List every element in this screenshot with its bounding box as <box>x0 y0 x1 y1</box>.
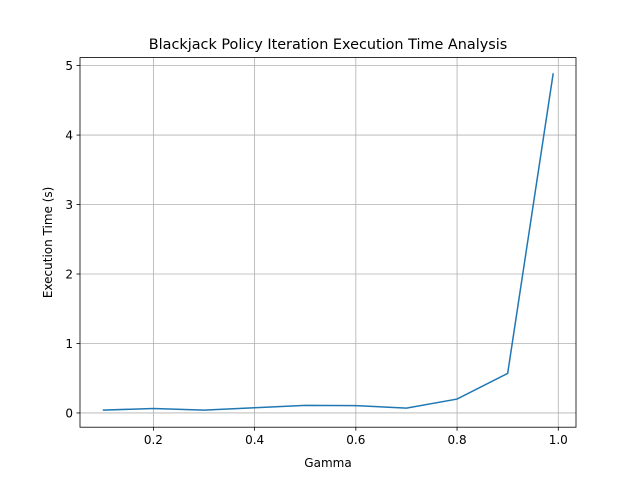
y-axis-label: Execution Time (s) <box>41 187 55 299</box>
grid <box>80 57 576 428</box>
x-tick-label: 0.4 <box>245 433 264 447</box>
x-axis-label: Gamma <box>304 456 351 470</box>
x-tick-label: 1.0 <box>549 433 568 447</box>
y-tick-label: 2 <box>65 267 73 281</box>
x-axis-ticks: 0.2 0.4 0.6 0.8 1.0 <box>144 427 568 447</box>
y-tick-label: 5 <box>65 59 73 73</box>
plot-frame <box>79 57 577 428</box>
series-line <box>102 73 554 411</box>
chart-title: Blackjack Policy Iteration Execution Tim… <box>149 37 507 53</box>
y-tick-label: 1 <box>65 337 73 351</box>
x-tick-label: 0.8 <box>448 433 467 447</box>
x-tick-label: 0.2 <box>144 433 163 447</box>
y-axis-ticks: 0 1 2 3 4 5 <box>65 59 80 420</box>
y-tick-label: 4 <box>65 128 73 142</box>
y-tick-label: 3 <box>65 198 73 212</box>
y-tick-label: 0 <box>65 406 73 420</box>
x-tick-label: 0.6 <box>346 433 365 447</box>
